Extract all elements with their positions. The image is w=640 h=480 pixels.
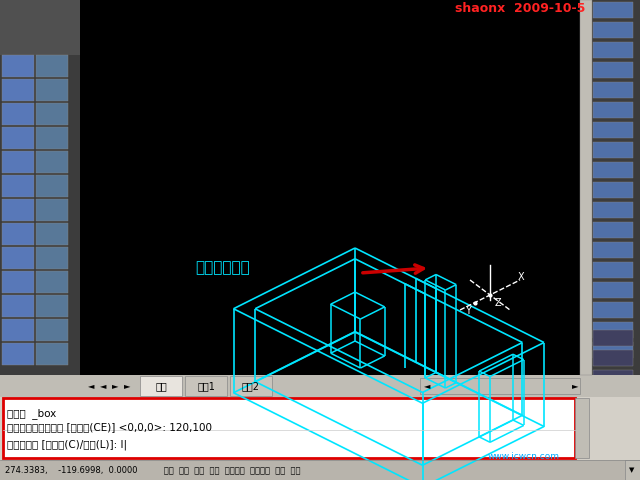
Bar	[2, 127, 34, 149]
Text: shaonx  2009-10-5: shaonx 2009-10-5	[455, 2, 586, 15]
Bar	[625, 460, 640, 480]
Bar	[80, 0, 590, 375]
Bar	[230, 376, 272, 396]
Bar	[593, 330, 633, 346]
Bar	[593, 262, 633, 278]
Text: ◄: ◄	[100, 382, 106, 391]
Bar	[2, 151, 34, 173]
Bar	[580, 0, 592, 375]
Bar	[2, 55, 34, 77]
Text: 274.3383,    -119.6998,  0.0000          捕提  削格  正交  极轴  对象捕揔  对象追踪  线宽  模型: 274.3383, -119.6998, 0.0000 捕提 削格 正交 极轴 …	[5, 466, 301, 475]
Bar	[185, 376, 227, 396]
Bar	[2, 223, 34, 245]
Bar	[593, 350, 633, 366]
Text: 布局1: 布局1	[197, 381, 215, 391]
Bar	[0, 0, 80, 375]
Text: ►: ►	[124, 382, 131, 391]
Bar	[36, 55, 68, 77]
Text: ▼: ▼	[629, 467, 635, 473]
Bar	[593, 82, 633, 98]
Bar	[0, 375, 640, 480]
Bar	[36, 103, 68, 125]
Bar	[593, 142, 633, 158]
Bar	[2, 79, 34, 101]
Bar	[2, 103, 34, 125]
Bar	[36, 343, 68, 365]
Bar	[2, 175, 34, 197]
Text: 指定长方体的角点或 [中心点(CE)] <0,0,0>: 120,100: 指定长方体的角点或 [中心点(CE)] <0,0,0>: 120,100	[7, 422, 212, 432]
Text: ◄: ◄	[424, 382, 431, 391]
Bar	[2, 319, 34, 341]
Bar	[593, 42, 633, 58]
Bar	[2, 247, 34, 269]
Bar	[36, 199, 68, 221]
Bar	[590, 0, 640, 375]
Bar	[140, 376, 182, 396]
Bar	[593, 302, 633, 318]
Bar	[2, 343, 34, 365]
Bar	[575, 398, 589, 458]
Bar	[593, 342, 633, 358]
Bar	[593, 282, 633, 298]
Bar	[593, 162, 633, 178]
Bar	[593, 242, 633, 258]
Bar	[593, 370, 633, 386]
Bar	[36, 319, 68, 341]
Bar	[0, 375, 640, 397]
Bar	[593, 122, 633, 138]
Bar	[36, 271, 68, 293]
Text: 布局2: 布局2	[242, 381, 260, 391]
Bar	[36, 151, 68, 173]
Bar	[593, 322, 633, 338]
Bar	[593, 102, 633, 118]
Bar	[2, 295, 34, 317]
Bar	[593, 2, 633, 18]
Bar	[36, 79, 68, 101]
Text: Y: Y	[465, 306, 471, 316]
Bar	[420, 378, 580, 394]
Text: ◄: ◄	[88, 382, 95, 391]
Text: X: X	[518, 272, 525, 282]
Text: ►: ►	[112, 382, 118, 391]
Text: 长方体的角点: 长方体的角点	[195, 260, 250, 275]
Bar	[36, 223, 68, 245]
Bar	[2, 199, 34, 221]
Bar	[593, 202, 633, 218]
Bar	[593, 222, 633, 238]
Text: 指定角点或 [立方体(C)/长度(L)]: l|: 指定角点或 [立方体(C)/长度(L)]: l|	[7, 440, 127, 451]
Bar	[2, 271, 34, 293]
Bar	[593, 182, 633, 198]
Bar	[36, 247, 68, 269]
Text: 模型: 模型	[155, 381, 167, 391]
Text: 命令：  _box: 命令： _box	[7, 408, 56, 419]
Bar	[593, 62, 633, 78]
Bar	[593, 22, 633, 38]
Bar	[0, 460, 640, 480]
Text: Z: Z	[495, 298, 502, 308]
Text: www.icwcn.com: www.icwcn.com	[488, 452, 560, 461]
Bar	[0, 0, 80, 55]
Bar	[36, 175, 68, 197]
Bar	[36, 295, 68, 317]
Bar	[3, 398, 575, 458]
Text: ►: ►	[572, 382, 579, 391]
Bar	[36, 127, 68, 149]
